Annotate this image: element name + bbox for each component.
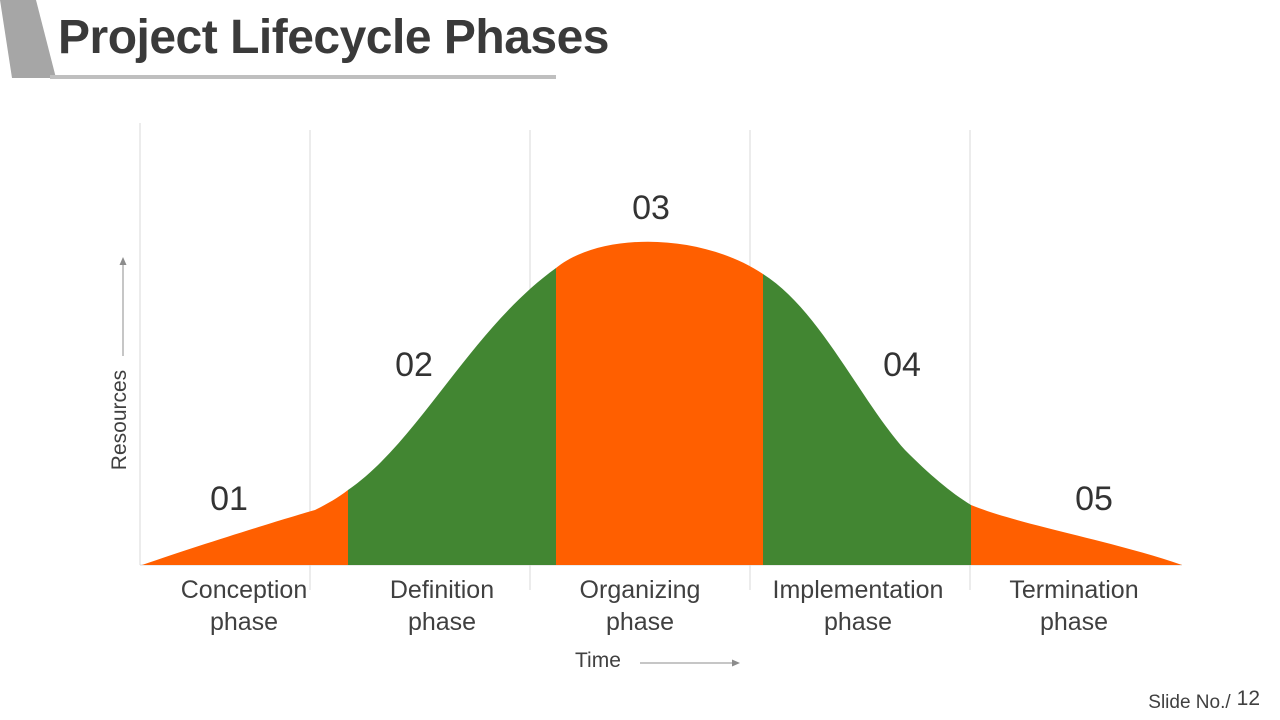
phase-label-line: phase [605,608,675,636]
y-axis-label: Resources [108,369,131,471]
phase-label-line: Definition [389,576,495,604]
x-axis-label: Time [575,649,621,672]
phase-label-line: phase [823,608,893,636]
phase-number-02: 02 [395,346,433,384]
phase-number-04: 04 [883,346,921,384]
phase-label-implementation: Implementation phase [758,574,958,638]
slide-number: Slide No./12 [1148,687,1260,714]
phase-number-05: 05 [1075,480,1113,518]
title-underline [50,75,556,79]
phase-label-line: phase [209,608,279,636]
time-arrow [640,659,740,667]
phase-label-definition: Definition phase [342,574,542,638]
phase-number-03: 03 [632,189,670,227]
slide-number-value: 12 [1236,687,1260,710]
slide-number-label: Slide No./ [1148,692,1231,713]
phase-label-line: Organizing [579,576,701,604]
phase-label-conception: Conception phase [144,574,344,638]
phase-label-line: Implementation [772,576,944,604]
phase-label-line: phase [407,608,477,636]
segment-organizing [556,241,763,565]
phase-label-line: Conception [180,576,308,604]
resources-arrow [119,257,127,356]
page-title: Project Lifecycle Phases [58,11,609,64]
segment-definition [348,268,556,565]
segment-conception [142,490,348,565]
phase-number-01: 01 [210,480,248,518]
phase-label-termination: Termination phase [974,574,1174,638]
phase-label-line: phase [1039,608,1109,636]
segment-termination [971,505,1182,565]
segment-implementation [763,274,971,565]
phase-label-organizing: Organizing phase [540,574,740,638]
phase-label-line: Termination [1009,576,1139,604]
